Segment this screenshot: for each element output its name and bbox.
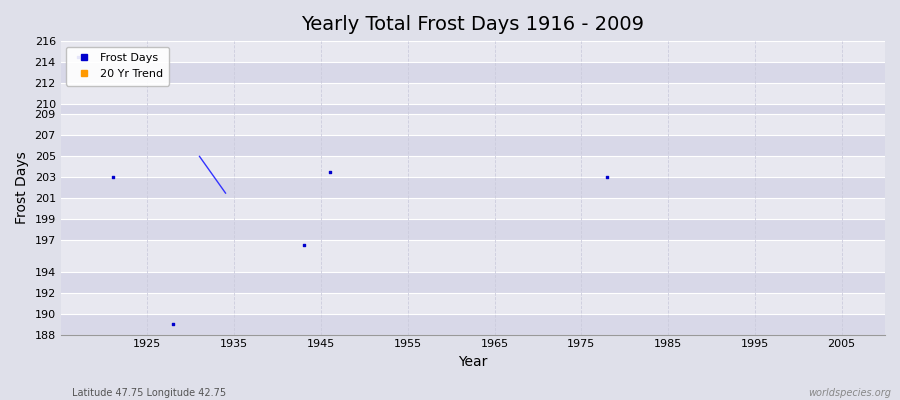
Y-axis label: Frost Days: Frost Days: [15, 152, 29, 224]
Bar: [60, 272, 885, 293]
Point: [105, 174, 120, 180]
Bar: [60, 177, 885, 198]
Legend: Frost Days, 20 Yr Trend: Frost Days, 20 Yr Trend: [67, 47, 169, 86]
Bar: [60, 314, 885, 334]
Text: worldspecies.org: worldspecies.org: [808, 388, 891, 398]
Point: [71, 54, 86, 60]
Bar: [60, 219, 885, 240]
Bar: [60, 136, 885, 156]
Point: [166, 321, 181, 327]
Point: [600, 174, 615, 180]
Bar: [60, 104, 885, 114]
Point: [296, 242, 310, 249]
Bar: [60, 62, 885, 83]
X-axis label: Year: Year: [458, 355, 488, 369]
Text: Latitude 47.75 Longitude 42.75: Latitude 47.75 Longitude 42.75: [72, 388, 226, 398]
Point: [322, 169, 337, 175]
Title: Yearly Total Frost Days 1916 - 2009: Yearly Total Frost Days 1916 - 2009: [302, 15, 644, 34]
